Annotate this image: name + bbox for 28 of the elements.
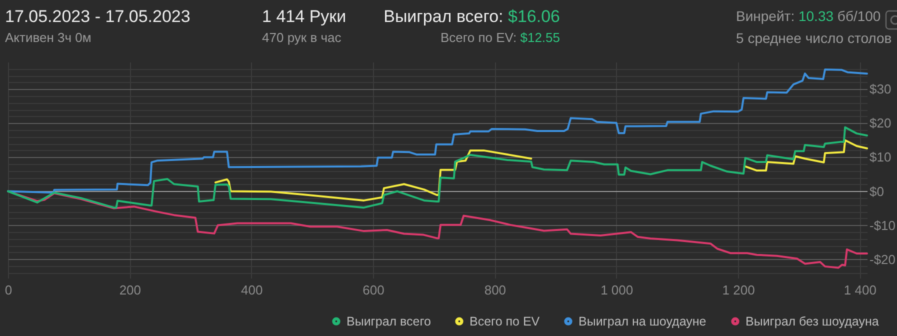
x-tick-label: 600 bbox=[362, 282, 384, 298]
x-tick-label: 1 400 bbox=[844, 282, 876, 298]
x-tick-label: 0 bbox=[4, 282, 12, 298]
text: Винрейт: 10.33 бб/100 bbox=[736, 8, 881, 24]
legend-label: Всего по EV bbox=[470, 314, 540, 328]
text: 17.05.2023 - 17.05.2023 bbox=[5, 7, 190, 26]
legend-label: Выиграл без шоудауна bbox=[746, 314, 879, 328]
x-tick-label: 1 000 bbox=[600, 282, 634, 298]
x-tick-label: 800 bbox=[484, 282, 506, 298]
x-tick-label: 1 200 bbox=[722, 282, 755, 298]
text: 1 414 Руки bbox=[262, 7, 346, 26]
text: 5 среднее число столов bbox=[736, 30, 892, 46]
x-tick-label: 200 bbox=[119, 282, 142, 298]
y-tick-label: -$10 bbox=[870, 218, 896, 233]
line-series bbox=[7, 68, 868, 194]
text: Выиграл всего: $16.06 bbox=[384, 7, 560, 26]
y-tick-label: $0 bbox=[870, 184, 884, 199]
text: 470 рук в час bbox=[262, 30, 342, 45]
text: Активен 3ч 0м bbox=[5, 30, 92, 45]
text: Всего по EV: $12.55 bbox=[440, 30, 560, 45]
legend-label: Выиграл на шоудауне bbox=[578, 314, 706, 328]
y-tick-label: $20 bbox=[870, 116, 892, 131]
x-tick-label: 400 bbox=[240, 282, 263, 298]
y-tick-label: -$20 bbox=[870, 252, 896, 267]
legend-label: Выиграл всего bbox=[346, 314, 432, 328]
line-series bbox=[7, 126, 868, 209]
y-tick-label: $30 bbox=[870, 82, 892, 97]
y-tick-label: $10 bbox=[870, 150, 892, 165]
